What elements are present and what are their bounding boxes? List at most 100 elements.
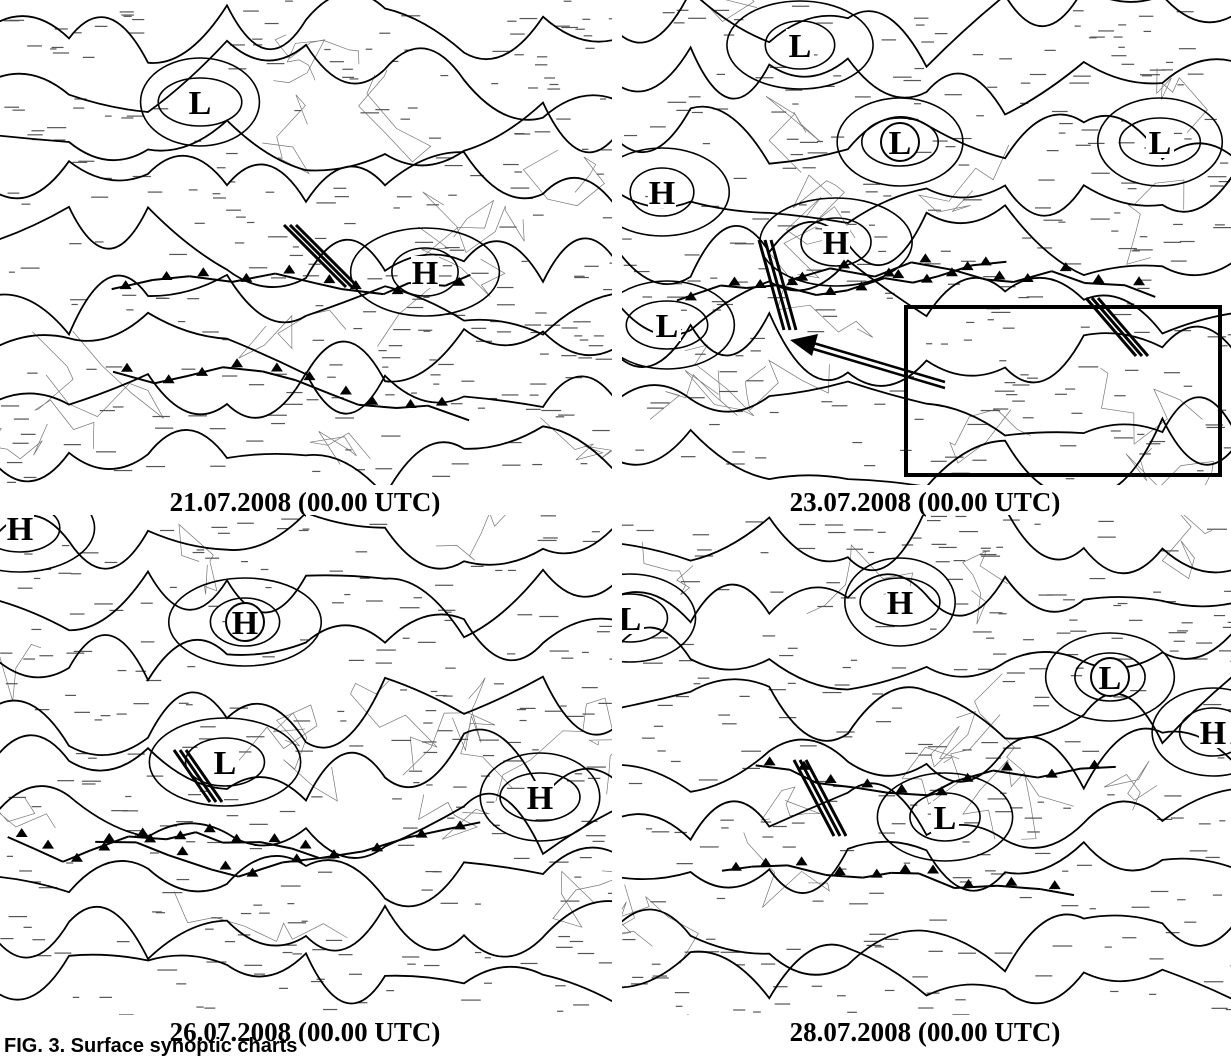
station-mark: [27, 134, 42, 135]
station-mark: [105, 562, 118, 563]
station-mark: [1171, 260, 1187, 261]
station-mark: [878, 532, 886, 533]
station-mark: [118, 670, 127, 671]
station-mark: [483, 755, 494, 756]
station-mark: [993, 408, 1008, 409]
station-mark: [540, 353, 549, 354]
station-mark: [1164, 242, 1181, 243]
station-mark: [179, 703, 189, 704]
station-mark: [1098, 537, 1116, 538]
station-mark: [307, 399, 319, 400]
station-mark: [1088, 143, 1105, 144]
panel-date: 28.07.2008 (00.00 UTC): [790, 1017, 1061, 1047]
station-mark: [52, 47, 64, 48]
station-mark: [95, 26, 108, 27]
station-mark: [262, 656, 274, 657]
station-mark: [962, 841, 969, 842]
station-mark: [526, 409, 541, 410]
station-mark: [530, 383, 546, 384]
station-mark: [1003, 328, 1015, 329]
station-mark: [353, 328, 362, 329]
station-mark: [1098, 521, 1113, 522]
station-mark: [271, 277, 286, 278]
station-mark: [1020, 897, 1032, 898]
station-mark: [461, 381, 474, 382]
station-mark: [1132, 907, 1150, 908]
station-mark: [453, 786, 466, 787]
pressure-center: L: [214, 745, 237, 782]
station-mark: [392, 798, 402, 799]
station-mark: [688, 18, 706, 19]
station-mark: [964, 340, 972, 341]
station-mark: [407, 307, 423, 308]
station-mark: [431, 691, 438, 692]
station-mark: [150, 852, 159, 853]
station-mark: [786, 949, 800, 950]
station-mark: [491, 83, 498, 84]
station-mark: [366, 49, 373, 50]
station-mark: [698, 678, 710, 679]
station-mark: [24, 553, 32, 554]
station-mark: [66, 862, 73, 863]
station-mark: [271, 423, 285, 424]
station-mark: [972, 460, 986, 461]
pressure-center: L: [619, 601, 642, 638]
station-mark: [522, 261, 528, 262]
station-mark: [981, 742, 998, 743]
station-mark: [986, 638, 994, 639]
station-mark: [146, 466, 165, 467]
station-mark: [210, 428, 226, 429]
station-mark: [288, 922, 306, 923]
station-mark: [433, 871, 442, 872]
station-mark: [72, 162, 87, 163]
station-mark: [246, 440, 263, 441]
station-mark: [720, 371, 737, 372]
station-mark: [557, 1011, 563, 1012]
station-mark: [770, 592, 783, 593]
station-mark: [799, 204, 807, 205]
station-mark: [800, 745, 817, 746]
station-mark: [1204, 981, 1223, 982]
station-mark: [1207, 529, 1227, 530]
station-mark: [13, 443, 29, 444]
station-mark: [849, 903, 868, 904]
station-mark: [826, 582, 840, 583]
station-mark: [186, 841, 195, 842]
station-mark: [12, 110, 24, 111]
station-mark: [775, 1003, 791, 1004]
pressure-center: L: [934, 800, 957, 837]
station-mark: [689, 96, 701, 97]
station-mark: [243, 10, 259, 11]
station-mark: [1058, 222, 1065, 223]
station-mark: [1078, 366, 1098, 367]
station-mark: [188, 794, 201, 795]
station-mark: [141, 641, 154, 642]
station-mark: [218, 533, 230, 534]
station-mark: [697, 549, 712, 550]
station-mark: [643, 663, 663, 664]
station-mark: [823, 692, 842, 693]
station-mark: [178, 321, 185, 322]
station-mark: [507, 788, 525, 789]
station-mark: [0, 653, 12, 654]
station-mark: [741, 751, 761, 752]
station-mark: [386, 990, 394, 991]
station-mark: [1118, 603, 1128, 604]
station-mark: [981, 548, 991, 549]
station-mark: [995, 953, 1013, 954]
station-mark: [176, 983, 186, 984]
station-mark: [444, 620, 451, 621]
station-mark: [718, 714, 730, 715]
station-mark: [403, 638, 410, 639]
station-mark: [24, 477, 37, 478]
station-mark: [520, 963, 537, 964]
station-mark: [155, 428, 173, 429]
figure: LH21.07.2008 (00.00 UTC)LLLHHL23.07.2008…: [0, 0, 1231, 1057]
station-mark: [247, 222, 254, 223]
station-mark: [18, 588, 33, 589]
station-mark: [510, 33, 525, 34]
station-mark: [966, 322, 974, 323]
station-mark: [1060, 445, 1076, 446]
station-mark: [869, 934, 885, 935]
station-mark: [507, 21, 516, 22]
